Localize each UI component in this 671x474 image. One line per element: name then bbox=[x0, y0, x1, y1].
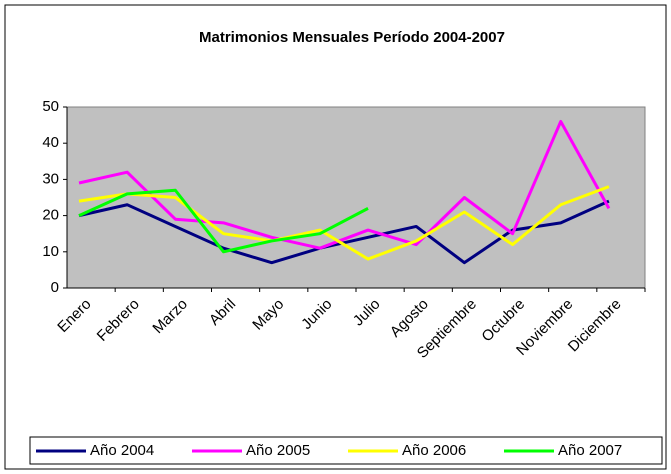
series-line bbox=[78, 185, 610, 261]
y-tick-label: 40 bbox=[42, 134, 59, 151]
series-line bbox=[78, 188, 369, 254]
series-line bbox=[78, 199, 610, 265]
y-tick-label: 30 bbox=[42, 170, 59, 187]
y-tick-label: 50 bbox=[42, 98, 59, 115]
legend-label: Año 2007 bbox=[558, 442, 622, 459]
legend-box bbox=[29, 436, 663, 465]
legend-label: Año 2005 bbox=[246, 442, 310, 459]
y-tick-label: 10 bbox=[42, 243, 59, 260]
series-line bbox=[78, 119, 611, 250]
y-tick-label: 0 bbox=[51, 279, 59, 296]
chart-title: Matrimonios Mensuales Período 2004-2007 bbox=[199, 29, 505, 46]
legend-label: Año 2006 bbox=[402, 442, 466, 459]
legend-label: Año 2004 bbox=[90, 442, 154, 459]
y-tick-label: 20 bbox=[42, 207, 59, 224]
